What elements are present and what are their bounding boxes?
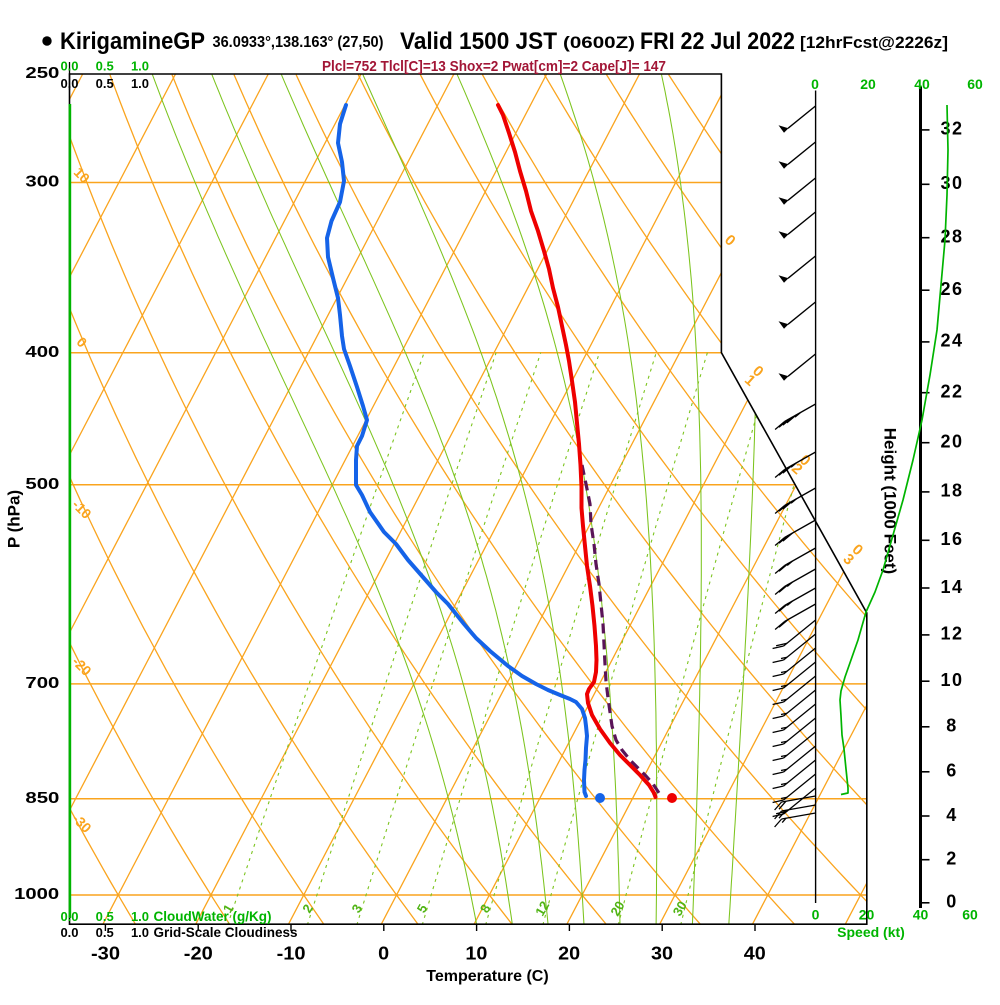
- svg-text:60: 60: [962, 907, 978, 923]
- svg-text:0.0: 0.0: [60, 925, 78, 940]
- svg-text:0.0: 0.0: [60, 58, 78, 73]
- svg-text:20: 20: [860, 76, 876, 92]
- svg-text:400: 400: [25, 344, 59, 361]
- svg-text:1.0: 1.0: [131, 925, 149, 940]
- svg-text:0.0: 0.0: [60, 909, 78, 924]
- svg-text:FRI 22 Jul 2022: FRI 22 Jul 2022: [640, 28, 795, 55]
- svg-text:P (hPa): P (hPa): [4, 490, 23, 548]
- svg-text:40: 40: [914, 76, 930, 92]
- svg-text:4: 4: [946, 805, 958, 825]
- svg-text:1000: 1000: [14, 886, 59, 903]
- svg-text:0.5: 0.5: [96, 925, 114, 940]
- svg-text:CloudWater (g/Kg): CloudWater (g/Kg): [154, 909, 272, 924]
- svg-text:30: 30: [651, 943, 673, 963]
- svg-text:26: 26: [940, 279, 963, 299]
- svg-text:0: 0: [811, 76, 819, 92]
- svg-text:0.0: 0.0: [60, 76, 78, 91]
- svg-text:22: 22: [940, 381, 963, 401]
- svg-text:10: 10: [465, 943, 487, 963]
- svg-text:20: 20: [558, 943, 580, 963]
- svg-text:40: 40: [913, 907, 929, 923]
- svg-text:1.0: 1.0: [131, 58, 149, 73]
- svg-text:60: 60: [967, 76, 983, 92]
- svg-text:30: 30: [940, 173, 963, 193]
- svg-text:40: 40: [744, 943, 766, 963]
- svg-text:-30: -30: [91, 943, 120, 963]
- svg-text:24: 24: [940, 331, 963, 351]
- svg-text:700: 700: [25, 675, 59, 692]
- svg-text:20: 20: [859, 907, 875, 923]
- svg-text:300: 300: [25, 174, 59, 191]
- svg-text:0.5: 0.5: [96, 58, 114, 73]
- svg-text:500: 500: [25, 476, 59, 493]
- svg-text:20: 20: [940, 431, 963, 451]
- svg-text:Temperature (C): Temperature (C): [426, 968, 548, 985]
- svg-text:(0600Z): (0600Z): [563, 33, 635, 52]
- svg-text:0.5: 0.5: [96, 909, 114, 924]
- svg-text:32: 32: [940, 119, 963, 139]
- svg-text:10: 10: [940, 670, 963, 690]
- svg-text:-20: -20: [184, 943, 213, 963]
- svg-text:36.0933°,138.163° (27,50): 36.0933°,138.163° (27,50): [213, 34, 384, 51]
- svg-text:2: 2: [946, 848, 958, 868]
- svg-text:-10: -10: [277, 943, 306, 963]
- svg-text:Speed (kt): Speed (kt): [837, 924, 905, 940]
- svg-text:12: 12: [940, 624, 963, 644]
- svg-text:14: 14: [940, 577, 963, 597]
- svg-text:Grid-Scale Cloudiness: Grid-Scale Cloudiness: [154, 925, 298, 940]
- svg-text:0: 0: [812, 907, 820, 923]
- svg-text:8: 8: [946, 716, 958, 736]
- svg-text:0: 0: [378, 943, 389, 963]
- svg-text:[12hrFcst@2226z]: [12hrFcst@2226z]: [800, 33, 948, 52]
- svg-text:850: 850: [25, 790, 59, 807]
- svg-text:250: 250: [25, 65, 59, 82]
- svg-text:Valid 1500 JST: Valid 1500 JST: [400, 28, 557, 55]
- svg-text:18: 18: [940, 481, 963, 501]
- svg-text:0: 0: [946, 892, 958, 912]
- svg-text:1.0: 1.0: [131, 76, 149, 91]
- svg-text:Plcl=752 Tlcl[C]=13 Shox=2 Pwa: Plcl=752 Tlcl[C]=13 Shox=2 Pwat[cm]=2 Ca…: [322, 58, 666, 75]
- svg-text:0.5: 0.5: [96, 76, 114, 91]
- svg-text:Height (1000 Feet): Height (1000 Feet): [881, 428, 900, 574]
- svg-text:KirigamineGP: KirigamineGP: [60, 28, 205, 55]
- svg-text:1.0: 1.0: [131, 909, 149, 924]
- svg-text:6: 6: [946, 761, 958, 781]
- svg-text:16: 16: [940, 529, 963, 549]
